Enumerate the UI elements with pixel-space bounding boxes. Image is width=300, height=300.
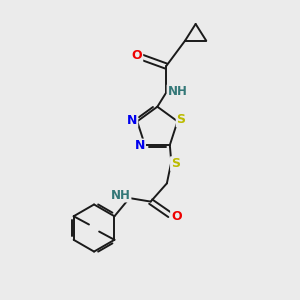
- Text: O: O: [171, 210, 181, 223]
- Text: S: S: [171, 157, 180, 170]
- Text: S: S: [177, 113, 186, 126]
- Text: N: N: [135, 140, 145, 152]
- Text: O: O: [132, 49, 142, 62]
- Text: NH: NH: [167, 85, 187, 98]
- Text: NH: NH: [111, 189, 130, 202]
- Text: N: N: [127, 114, 137, 127]
